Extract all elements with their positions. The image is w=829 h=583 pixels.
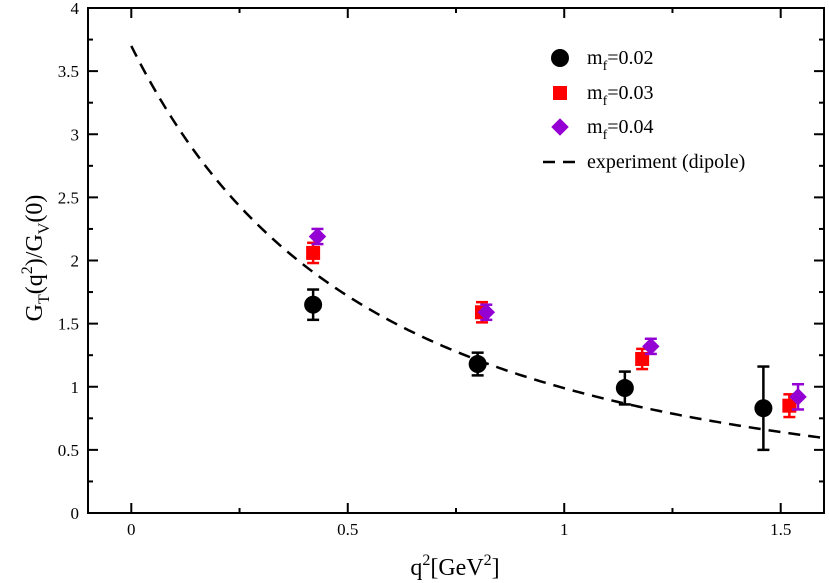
- data-point: [789, 388, 807, 406]
- curve-layer: [130, 45, 825, 440]
- plot-border: [87, 7, 825, 514]
- y-tick-label: 1.5: [58, 315, 79, 334]
- y-axis-label: GT(q2)/GV(0): [19, 195, 53, 322]
- x-tick-label: 1.5: [770, 520, 791, 539]
- y-tick-label: 2.5: [58, 188, 79, 207]
- data-point: [304, 295, 323, 314]
- data-point: [468, 355, 487, 374]
- x-axis-label: q2[GeV2]: [410, 552, 499, 581]
- data-point: [306, 245, 321, 260]
- legend-label: mf=0.03: [587, 82, 654, 109]
- data-point: [308, 227, 327, 246]
- series-square: [306, 241, 797, 419]
- legend-marker: [551, 118, 569, 136]
- series-circle: [304, 288, 773, 452]
- data-point: [642, 337, 660, 356]
- dipole-curve: [130, 45, 825, 440]
- y-tick-label: 0.5: [58, 441, 79, 460]
- y-tick-label: 0: [71, 504, 80, 523]
- legend-marker: [551, 49, 569, 67]
- axis-ticks: 0 0.5 1 1.5 0 0.5 1 1.5 2 2.5 3 3.5 4: [58, 0, 824, 539]
- legend-label: mf=0.04: [587, 116, 654, 143]
- x-tick-label: 0: [127, 520, 136, 539]
- plot-frame: [87, 7, 825, 514]
- data-point: [477, 303, 496, 322]
- y-tick-label: 3: [71, 125, 80, 144]
- legend-label-experiment: experiment (dipole): [587, 151, 745, 173]
- data-point: [754, 399, 773, 418]
- legend-label: mf=0.02: [587, 47, 654, 74]
- data-point: [635, 351, 650, 366]
- data-point: [615, 379, 634, 398]
- y-tick-label: 2: [71, 252, 80, 271]
- x-tick-label: 0.5: [337, 520, 358, 539]
- x-tick-label: 1: [560, 520, 569, 539]
- y-tick-label: 1: [71, 378, 80, 397]
- y-tick-label: 3.5: [58, 62, 79, 81]
- legend-marker: [553, 86, 567, 100]
- series-diamond: [308, 227, 807, 411]
- data-points: [304, 227, 807, 452]
- legend: mf=0.02 mf=0.03 mf=0.04 experiment (dipole): [543, 47, 745, 173]
- y-tick-label: 4: [71, 0, 80, 18]
